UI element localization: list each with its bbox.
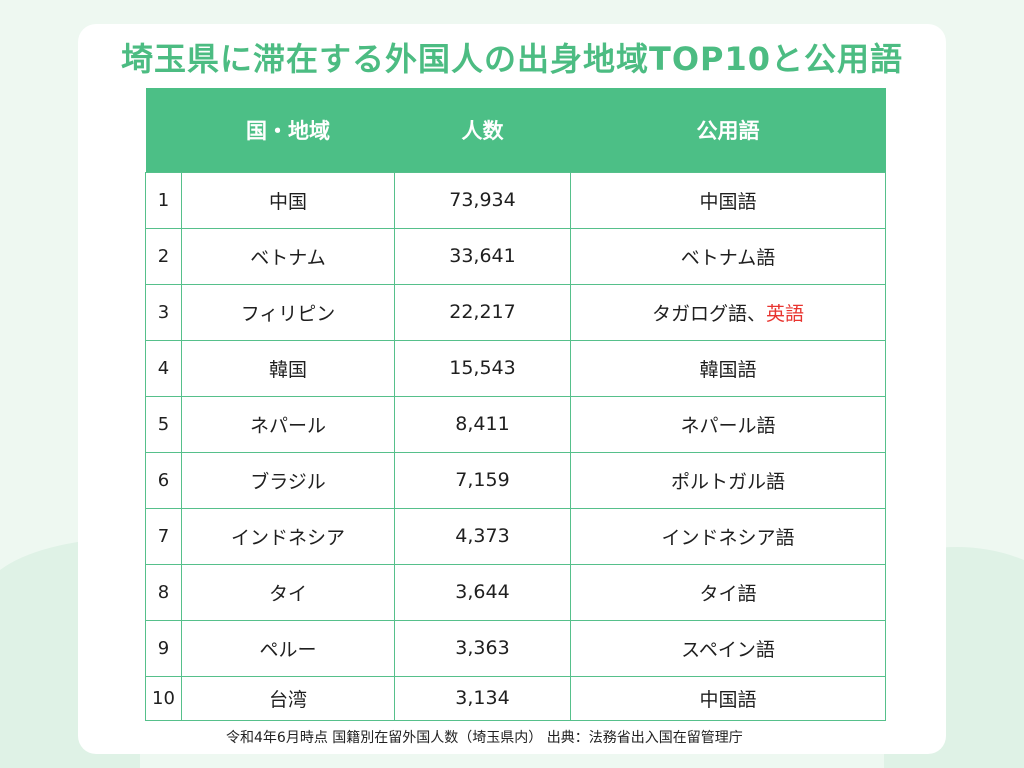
rank-cell: 5 — [145, 395, 182, 453]
country-cell: ベトナム — [181, 227, 395, 285]
country-cell: ブラジル — [181, 451, 395, 509]
language-text: ポルトガル語 — [670, 470, 785, 493]
rank-cell: 8 — [145, 563, 182, 621]
population-cell: 15,543 — [394, 339, 571, 397]
population-cell: 3,644 — [394, 563, 571, 621]
language-text: 中国語 — [699, 688, 757, 711]
population-cell: 73,934 — [394, 171, 571, 229]
language-text: 中国語 — [699, 190, 757, 213]
header-rank — [145, 88, 182, 172]
table-row: 2 ベトナム 33,641 ベトナム語 — [145, 227, 886, 285]
rank-cell: 1 — [145, 171, 182, 229]
table-row: 3 フィリピン 22,217 タガログ語、英語 — [145, 283, 886, 341]
source-note: 令和4年6月時点 国籍別在留外国人数（埼玉県内） 出典：法務省出入国在留管理庁 — [226, 730, 743, 746]
table-header-row: 国・地域 人数 公用語 — [145, 88, 886, 172]
language-text: タイ語 — [699, 582, 757, 605]
language-cell: 韓国語 — [570, 339, 886, 397]
rank-cell: 4 — [145, 339, 182, 397]
language-cell: ポルトガル語 — [570, 451, 886, 509]
header-language: 公用語 — [570, 88, 886, 172]
rank-cell: 9 — [145, 619, 182, 677]
table-row: 5 ネパール 8,411 ネパール語 — [145, 395, 886, 453]
language-text: インドネシア語 — [661, 526, 795, 549]
table-row: 4 韓国 15,543 韓国語 — [145, 339, 886, 397]
country-cell: 中国 — [181, 171, 395, 229]
population-cell: 33,641 — [394, 227, 571, 285]
population-cell: 8,411 — [394, 395, 571, 453]
population-cell: 3,134 — [394, 675, 571, 721]
language-cell: ベトナム語 — [570, 227, 886, 285]
language-cell: タガログ語、英語 — [570, 283, 886, 341]
country-cell: タイ — [181, 563, 395, 621]
country-cell: 台湾 — [181, 675, 395, 721]
language-cell: タイ語 — [570, 563, 886, 621]
header-population: 人数 — [394, 88, 571, 172]
rank-cell: 3 — [145, 283, 182, 341]
language-text: 韓国語 — [699, 358, 757, 381]
rank-cell: 7 — [145, 507, 182, 565]
population-cell: 4,373 — [394, 507, 571, 565]
country-cell: インドネシア — [181, 507, 395, 565]
language-text: ネパール語 — [680, 414, 776, 437]
language-cell: 中国語 — [570, 171, 886, 229]
population-cell: 3,363 — [394, 619, 571, 677]
language-text: タガログ語、 — [651, 302, 766, 325]
rank-cell: 2 — [145, 227, 182, 285]
table-row: 1 中国 73,934 中国語 — [145, 171, 886, 229]
header-country: 国・地域 — [181, 88, 395, 172]
rank-cell: 10 — [145, 675, 182, 721]
language-cell: インドネシア語 — [570, 507, 886, 565]
language-text: スペイン語 — [681, 638, 775, 661]
country-cell: ペルー — [181, 619, 395, 677]
ranking-table: 国・地域 人数 公用語 1 中国 73,934 中国語 2 ベトナム 33,64… — [145, 88, 886, 721]
language-highlight-text: 英語 — [766, 302, 805, 325]
population-cell: 22,217 — [394, 283, 571, 341]
language-cell: ネパール語 — [570, 395, 886, 453]
table-row: 8 タイ 3,644 タイ語 — [145, 563, 886, 621]
country-cell: 韓国 — [181, 339, 395, 397]
rank-cell: 6 — [145, 451, 182, 509]
population-cell: 7,159 — [394, 451, 571, 509]
page-title: 埼玉県に滞在する外国人の出身地域TOP10と公用語 — [120, 40, 904, 78]
language-text: ベトナム語 — [680, 246, 776, 269]
language-cell: スペイン語 — [570, 619, 886, 677]
country-cell: フィリピン — [181, 283, 395, 341]
table-row: 7 インドネシア 4,373 インドネシア語 — [145, 507, 886, 565]
country-cell: ネパール — [181, 395, 395, 453]
table-row: 9 ペルー 3,363 スペイン語 — [145, 619, 886, 677]
table-row: 10 台湾 3,134 中国語 — [145, 675, 886, 721]
table-row: 6 ブラジル 7,159 ポルトガル語 — [145, 451, 886, 509]
language-cell: 中国語 — [570, 675, 886, 721]
